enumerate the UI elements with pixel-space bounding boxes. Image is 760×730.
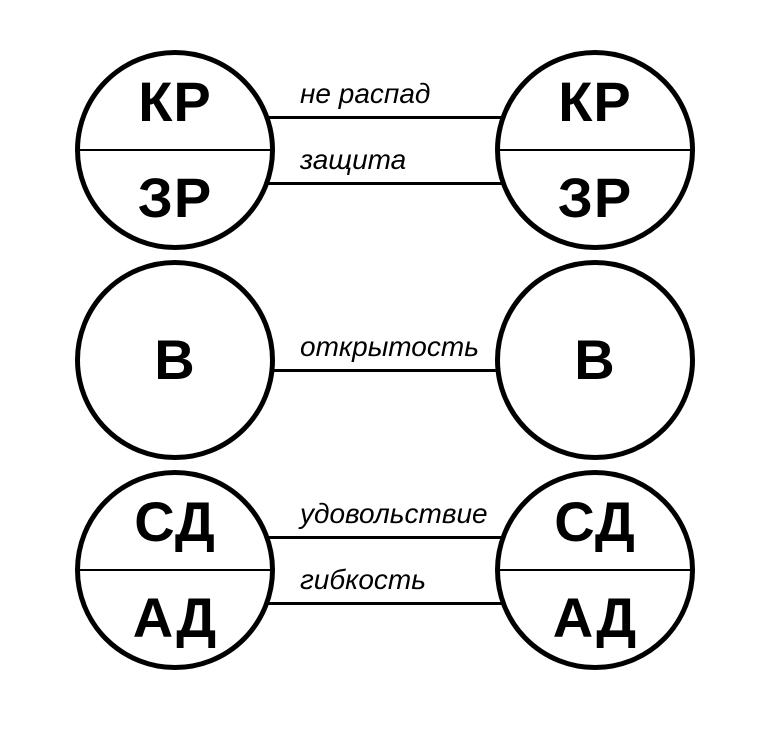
node-label: АД bbox=[553, 590, 637, 646]
node-R1-top: КР bbox=[500, 55, 690, 149]
node-label: ЗР bbox=[138, 170, 212, 226]
node-label: КР bbox=[138, 74, 212, 130]
node-L1-top: КР bbox=[80, 55, 270, 149]
node-R3-top: СД bbox=[500, 475, 690, 569]
node-label: ЗР bbox=[558, 170, 632, 226]
diagram-canvas: не распад защита открытость удовольствие… bbox=[0, 0, 760, 730]
node-L1: КР ЗР bbox=[75, 50, 275, 250]
edge-line-5 bbox=[260, 602, 510, 605]
node-L2: В bbox=[75, 260, 275, 460]
node-label: В bbox=[574, 332, 615, 388]
node-L3-bottom: АД bbox=[80, 571, 270, 665]
node-label: АД bbox=[133, 590, 217, 646]
node-label: СД bbox=[134, 494, 216, 550]
edge-line-4 bbox=[260, 536, 510, 539]
node-R3-bottom: АД bbox=[500, 571, 690, 665]
node-R1: КР ЗР bbox=[495, 50, 695, 250]
node-R2: В bbox=[495, 260, 695, 460]
edge-line-2 bbox=[260, 182, 510, 185]
node-label: СД bbox=[554, 494, 636, 550]
edge-label-1: не распад bbox=[300, 78, 430, 110]
edge-label-2: защита bbox=[300, 144, 406, 176]
node-R1-bottom: ЗР bbox=[500, 151, 690, 245]
node-R3: СД АД bbox=[495, 470, 695, 670]
edge-line-1 bbox=[260, 116, 510, 119]
edge-label-4: удовольствие bbox=[300, 498, 488, 530]
edge-label-5: гибкость bbox=[300, 564, 426, 596]
node-L1-bottom: ЗР bbox=[80, 151, 270, 245]
node-label: В bbox=[154, 332, 195, 388]
node-L3-top: СД bbox=[80, 475, 270, 569]
edge-label-3: открытость bbox=[300, 331, 479, 363]
edge-line-3 bbox=[273, 369, 497, 372]
node-L3: СД АД bbox=[75, 470, 275, 670]
node-label: КР bbox=[558, 74, 632, 130]
